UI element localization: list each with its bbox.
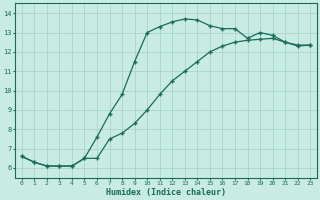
X-axis label: Humidex (Indice chaleur): Humidex (Indice chaleur): [106, 188, 226, 197]
